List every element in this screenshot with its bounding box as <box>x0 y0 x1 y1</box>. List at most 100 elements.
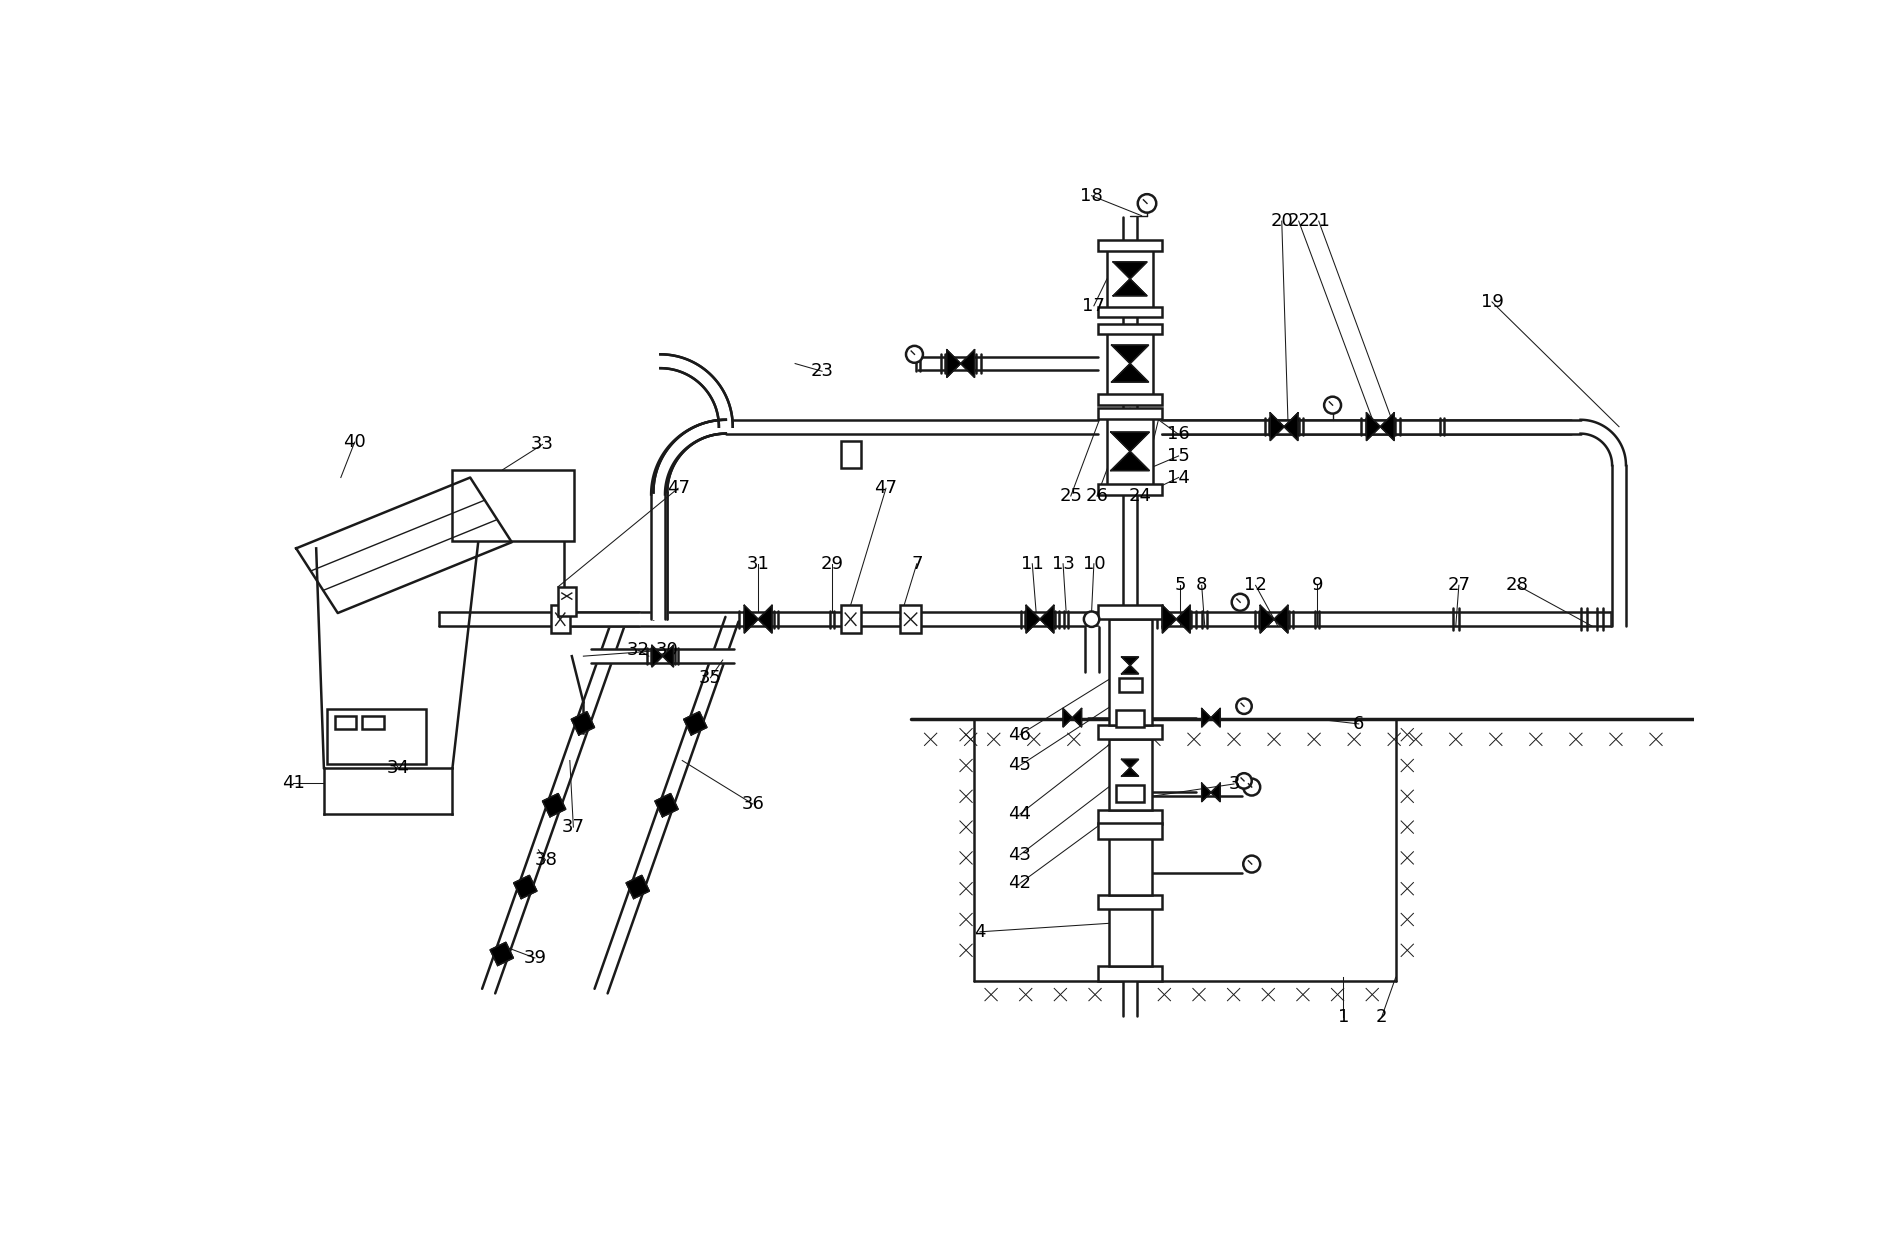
Bar <box>1097 895 1163 909</box>
Polygon shape <box>1112 345 1148 364</box>
Text: 14: 14 <box>1167 469 1189 487</box>
Text: 43: 43 <box>1008 846 1031 864</box>
Text: 12: 12 <box>1244 576 1267 594</box>
Bar <box>334 716 357 729</box>
Polygon shape <box>1284 413 1297 440</box>
Text: 31: 31 <box>748 555 770 573</box>
Bar <box>1108 824 1152 895</box>
Text: 26: 26 <box>1086 487 1108 506</box>
Text: 28: 28 <box>1507 576 1529 594</box>
Text: 3: 3 <box>1229 776 1240 793</box>
Text: 18: 18 <box>1080 186 1103 205</box>
Text: 8: 8 <box>1195 576 1206 594</box>
Bar <box>1106 332 1154 397</box>
Text: 16: 16 <box>1167 425 1189 444</box>
Polygon shape <box>1112 364 1148 382</box>
Text: 36: 36 <box>742 795 765 813</box>
Bar <box>1106 416 1154 487</box>
Text: 30: 30 <box>655 641 678 658</box>
Bar <box>1108 907 1152 965</box>
Polygon shape <box>1201 783 1210 801</box>
Text: 40: 40 <box>344 433 366 451</box>
Bar <box>1106 248 1154 309</box>
Text: 9: 9 <box>1312 576 1323 594</box>
Polygon shape <box>1163 605 1176 633</box>
Text: 47: 47 <box>874 480 897 497</box>
Text: 34: 34 <box>387 758 410 777</box>
Bar <box>901 605 921 633</box>
Polygon shape <box>1367 413 1380 440</box>
Polygon shape <box>759 605 772 633</box>
Polygon shape <box>1259 605 1274 633</box>
Polygon shape <box>655 794 678 816</box>
Bar <box>840 605 861 633</box>
Polygon shape <box>651 494 665 619</box>
Circle shape <box>1244 778 1259 795</box>
Polygon shape <box>514 875 536 899</box>
Polygon shape <box>653 492 666 619</box>
Polygon shape <box>1271 413 1284 440</box>
Circle shape <box>1237 773 1252 789</box>
Polygon shape <box>663 645 674 667</box>
Circle shape <box>1244 856 1259 873</box>
Bar <box>1097 323 1163 334</box>
Text: 42: 42 <box>1008 874 1031 893</box>
Polygon shape <box>1084 626 1099 672</box>
Bar <box>1097 725 1163 740</box>
Polygon shape <box>653 419 725 492</box>
Text: 33: 33 <box>531 435 553 454</box>
Polygon shape <box>296 477 512 613</box>
Bar <box>1097 240 1163 252</box>
Bar <box>1097 485 1163 496</box>
Text: 46: 46 <box>1008 726 1031 743</box>
Polygon shape <box>1110 451 1150 471</box>
Bar <box>1097 810 1163 824</box>
Bar <box>551 605 570 633</box>
Polygon shape <box>946 350 961 377</box>
Text: 1: 1 <box>1339 1007 1350 1026</box>
Bar <box>1097 965 1163 981</box>
Polygon shape <box>572 711 595 735</box>
Text: 45: 45 <box>1008 757 1031 774</box>
Text: 19: 19 <box>1480 293 1503 311</box>
Text: 21: 21 <box>1306 212 1331 231</box>
Text: 27: 27 <box>1448 576 1471 594</box>
Circle shape <box>1323 397 1340 413</box>
Text: 22: 22 <box>1288 212 1310 231</box>
Polygon shape <box>1210 783 1220 801</box>
Text: 6: 6 <box>1354 715 1365 732</box>
Bar <box>1097 605 1163 619</box>
Text: 35: 35 <box>699 668 721 687</box>
Text: 38: 38 <box>534 851 557 869</box>
Polygon shape <box>1121 666 1138 674</box>
Text: 32: 32 <box>627 641 649 658</box>
Text: 41: 41 <box>281 774 304 793</box>
Text: 4: 4 <box>974 922 986 941</box>
Polygon shape <box>661 354 733 427</box>
Polygon shape <box>1274 605 1288 633</box>
Polygon shape <box>542 794 566 816</box>
Bar <box>1097 395 1163 406</box>
Polygon shape <box>1123 217 1137 619</box>
Text: 7: 7 <box>912 555 923 573</box>
Bar <box>1108 619 1152 725</box>
Polygon shape <box>1121 760 1138 768</box>
Polygon shape <box>744 605 759 633</box>
Circle shape <box>1084 612 1099 626</box>
Polygon shape <box>1121 657 1138 666</box>
Polygon shape <box>1176 605 1189 633</box>
Polygon shape <box>653 492 666 619</box>
Text: 17: 17 <box>1082 297 1104 314</box>
Polygon shape <box>1072 709 1082 727</box>
Text: 5: 5 <box>1174 576 1186 594</box>
Polygon shape <box>1114 261 1148 279</box>
Text: 37: 37 <box>563 819 585 836</box>
Circle shape <box>1237 699 1252 714</box>
Circle shape <box>1231 594 1248 610</box>
Polygon shape <box>1114 279 1148 296</box>
Text: 24: 24 <box>1129 487 1152 506</box>
Polygon shape <box>1121 768 1138 777</box>
Text: 13: 13 <box>1052 555 1074 573</box>
Bar <box>1116 710 1144 727</box>
Bar <box>327 709 425 764</box>
